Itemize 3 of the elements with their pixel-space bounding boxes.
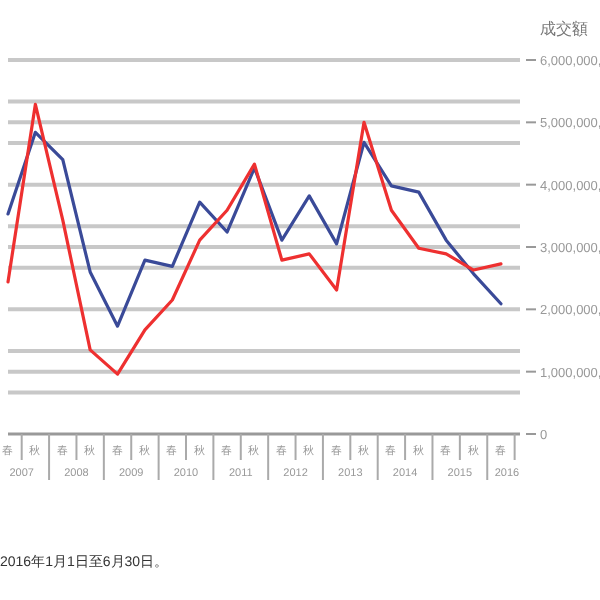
- line-series: [6, 102, 503, 376]
- line-series: [6, 130, 503, 328]
- y-axis-title: 成交額: [540, 20, 588, 38]
